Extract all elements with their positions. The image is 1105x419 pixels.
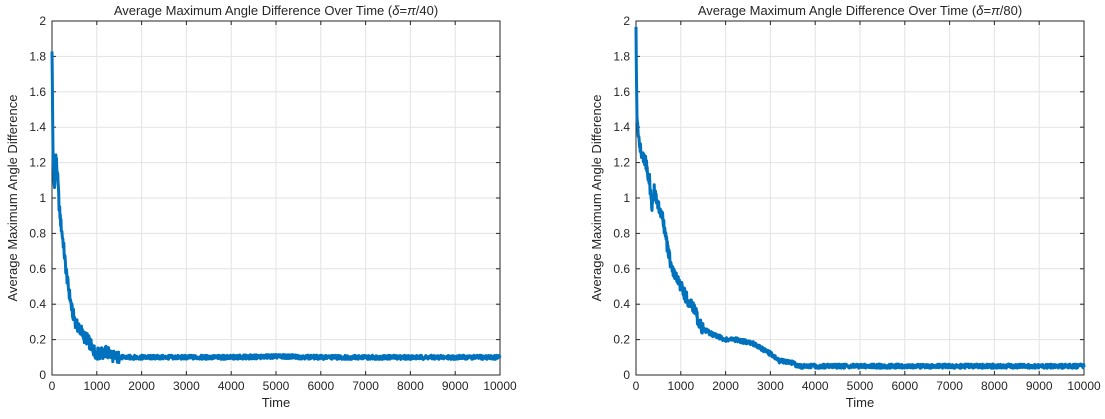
y-tick-label: 0.6 bbox=[613, 262, 630, 276]
x-tick-label: 6000 bbox=[307, 379, 334, 393]
x-tick-label: 8000 bbox=[397, 379, 424, 393]
x-tick-label: 4000 bbox=[218, 379, 245, 393]
x-tick-label: 1000 bbox=[83, 379, 110, 393]
y-tick-label: 1 bbox=[39, 191, 46, 205]
x-tick-label: 10000 bbox=[483, 379, 517, 393]
y-tick-label: 2 bbox=[623, 14, 630, 28]
y-tick-label: 0 bbox=[39, 368, 46, 382]
x-tick-label: 10000 bbox=[1067, 379, 1101, 393]
y-tick-label: 1.6 bbox=[613, 85, 630, 99]
x-tick-label: 7000 bbox=[936, 379, 963, 393]
x-tick-label: 5000 bbox=[263, 379, 290, 393]
y-tick-label: 1.8 bbox=[29, 49, 46, 63]
y-tick-label: 1.4 bbox=[29, 120, 46, 134]
chart-panel-2: 0 1000 2000 3000 4000 5000 6000 7000 8000 9000 100… bbox=[589, 3, 1101, 410]
y-axis-label: Average Maximum Angle Difference bbox=[5, 95, 20, 302]
y-tick-label: 0.8 bbox=[29, 226, 46, 240]
y-tick-label: 0.4 bbox=[29, 297, 46, 311]
y-tick-label: 0.2 bbox=[29, 333, 46, 347]
x-tick-label: 0 bbox=[633, 379, 640, 393]
x-tick-label: 2000 bbox=[712, 379, 739, 393]
y-tick-label: 1.2 bbox=[29, 156, 46, 170]
series-line bbox=[634, 26, 1086, 370]
y-tick-label: 0.2 bbox=[613, 333, 630, 347]
x-tick-label: 6000 bbox=[891, 379, 918, 393]
y-tick-label: 1.6 bbox=[29, 85, 46, 99]
x-tick-label: 7000 bbox=[352, 379, 379, 393]
x-tick-label: 9000 bbox=[1026, 379, 1053, 393]
series-line bbox=[50, 51, 502, 365]
x-tick-label: 3000 bbox=[757, 379, 784, 393]
y-tick-label: 1.2 bbox=[613, 156, 630, 170]
y-tick-label: 1 bbox=[623, 191, 630, 205]
y-tick-label: 0.8 bbox=[613, 226, 630, 240]
chart-title: Average Maximum Angle Difference Over Ti… bbox=[114, 3, 438, 18]
y-tick-label: 1.8 bbox=[613, 49, 630, 63]
x-tick-label: 3000 bbox=[173, 379, 200, 393]
x-tick-label: 0 bbox=[49, 379, 56, 393]
x-axis-label: Time bbox=[262, 395, 290, 410]
y-tick-label: 2 bbox=[39, 14, 46, 28]
y-tick-label: 1.4 bbox=[613, 120, 630, 134]
x-tick-label: 1000 bbox=[667, 379, 694, 393]
y-axis-label: Average Maximum Angle Difference bbox=[589, 95, 604, 302]
x-tick-label: 9000 bbox=[442, 379, 469, 393]
x-tick-label: 4000 bbox=[802, 379, 829, 393]
y-tick-label: 0.4 bbox=[613, 297, 630, 311]
x-tick-label: 5000 bbox=[847, 379, 874, 393]
x-axis-label: Time bbox=[846, 395, 874, 410]
y-tick-label: 0.6 bbox=[29, 262, 46, 276]
x-tick-label: 8000 bbox=[981, 379, 1008, 393]
chart-title: Average Maximum Angle Difference Over Ti… bbox=[698, 3, 1022, 18]
y-tick-label: 0 bbox=[623, 368, 630, 382]
x-tick-label: 2000 bbox=[128, 379, 155, 393]
chart-panel-1: 0 1000 2000 3000 4000 5000 6000 7000 8000 9000 100… bbox=[5, 3, 517, 410]
